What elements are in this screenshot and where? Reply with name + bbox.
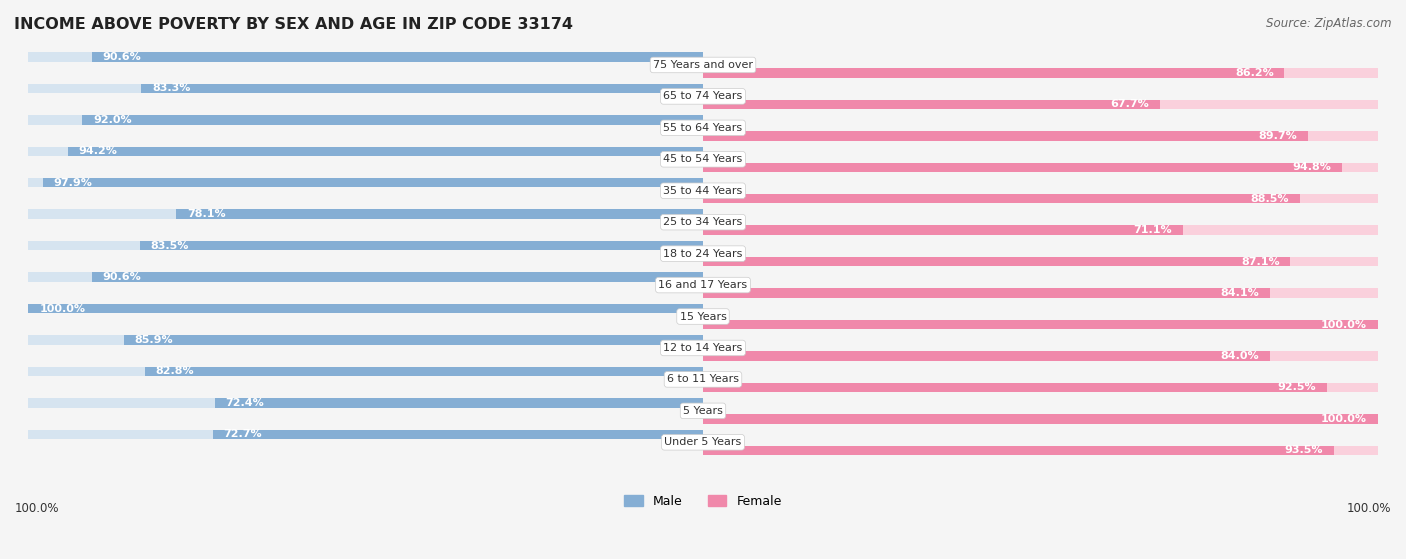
Bar	[28, 335, 703, 345]
Bar	[703, 68, 1285, 78]
Text: 90.6%: 90.6%	[103, 52, 142, 62]
Bar	[703, 257, 1291, 267]
Bar	[703, 100, 1378, 109]
Text: 35 to 44 Years: 35 to 44 Years	[664, 186, 742, 196]
Bar	[703, 68, 1378, 78]
Text: 100.0%: 100.0%	[1347, 502, 1391, 515]
Text: 94.2%: 94.2%	[79, 146, 117, 157]
Text: 55 to 64 Years: 55 to 64 Years	[664, 123, 742, 133]
Text: 87.1%: 87.1%	[1241, 257, 1279, 267]
Text: 100.0%: 100.0%	[1320, 414, 1367, 424]
Bar	[67, 146, 703, 156]
Text: 72.4%: 72.4%	[225, 398, 264, 408]
Bar	[703, 320, 1378, 329]
Bar	[124, 335, 703, 345]
Text: 72.7%: 72.7%	[224, 429, 262, 439]
Bar	[703, 257, 1378, 267]
Bar	[28, 367, 703, 376]
Bar	[703, 383, 1378, 392]
Bar	[703, 446, 1378, 455]
Text: 100.0%: 100.0%	[39, 304, 86, 314]
Text: 25 to 34 Years: 25 to 34 Years	[664, 217, 742, 227]
Bar	[28, 210, 703, 219]
Bar	[28, 398, 703, 408]
Bar	[139, 241, 703, 250]
Bar	[28, 84, 703, 93]
Text: 93.5%: 93.5%	[1284, 446, 1323, 456]
Bar	[91, 52, 703, 61]
Bar	[28, 115, 703, 125]
Bar	[703, 131, 1378, 140]
Text: 100.0%: 100.0%	[15, 502, 59, 515]
Bar	[83, 115, 703, 125]
Bar	[28, 304, 703, 313]
Bar	[703, 383, 1327, 392]
Text: 15 Years: 15 Years	[679, 311, 727, 321]
Text: 92.5%: 92.5%	[1278, 382, 1316, 392]
Text: 82.8%: 82.8%	[155, 366, 194, 376]
Text: 92.0%: 92.0%	[93, 115, 132, 125]
Text: 83.3%: 83.3%	[152, 83, 190, 93]
Text: 67.7%: 67.7%	[1111, 100, 1149, 110]
Bar	[703, 194, 1301, 203]
Text: 5 Years: 5 Years	[683, 406, 723, 416]
Text: 16 and 17 Years: 16 and 17 Years	[658, 280, 748, 290]
Bar	[703, 100, 1160, 109]
Bar	[91, 272, 703, 282]
Bar	[212, 429, 703, 439]
Bar	[703, 163, 1343, 172]
Bar	[703, 351, 1378, 361]
Bar	[145, 367, 703, 376]
Bar	[176, 210, 703, 219]
Text: 97.9%: 97.9%	[53, 178, 93, 188]
Text: 86.2%: 86.2%	[1234, 68, 1274, 78]
Bar	[28, 146, 703, 156]
Legend: Male, Female: Male, Female	[619, 490, 787, 513]
Text: 71.1%: 71.1%	[1133, 225, 1171, 235]
Bar	[703, 163, 1378, 172]
Text: INCOME ABOVE POVERTY BY SEX AND AGE IN ZIP CODE 33174: INCOME ABOVE POVERTY BY SEX AND AGE IN Z…	[14, 17, 574, 32]
Text: 83.5%: 83.5%	[150, 240, 188, 250]
Text: 85.9%: 85.9%	[135, 335, 173, 345]
Text: 12 to 14 Years: 12 to 14 Years	[664, 343, 742, 353]
Bar	[703, 320, 1378, 329]
Bar	[703, 414, 1378, 424]
Bar	[28, 178, 703, 187]
Text: 45 to 54 Years: 45 to 54 Years	[664, 154, 742, 164]
Bar	[28, 429, 703, 439]
Bar	[703, 288, 1270, 298]
Text: Source: ZipAtlas.com: Source: ZipAtlas.com	[1267, 17, 1392, 30]
Text: 84.1%: 84.1%	[1220, 288, 1260, 298]
Text: 94.8%: 94.8%	[1292, 162, 1331, 172]
Text: 18 to 24 Years: 18 to 24 Years	[664, 249, 742, 259]
Bar	[141, 84, 703, 93]
Bar	[703, 131, 1308, 140]
Bar	[28, 304, 703, 313]
Bar	[703, 194, 1378, 203]
Bar	[703, 225, 1182, 235]
Text: 78.1%: 78.1%	[187, 209, 225, 219]
Bar	[28, 52, 703, 61]
Bar	[28, 241, 703, 250]
Text: 90.6%: 90.6%	[103, 272, 142, 282]
Text: 75 Years and over: 75 Years and over	[652, 60, 754, 70]
Bar	[42, 178, 703, 187]
Bar	[703, 414, 1378, 424]
Text: Under 5 Years: Under 5 Years	[665, 437, 741, 447]
Text: 6 to 11 Years: 6 to 11 Years	[666, 375, 740, 385]
Text: 100.0%: 100.0%	[1320, 320, 1367, 330]
Text: 65 to 74 Years: 65 to 74 Years	[664, 92, 742, 101]
Text: 89.7%: 89.7%	[1258, 131, 1298, 141]
Bar	[703, 446, 1334, 455]
Bar	[703, 288, 1378, 298]
Text: 84.0%: 84.0%	[1220, 351, 1258, 361]
Bar	[28, 272, 703, 282]
Bar	[703, 351, 1270, 361]
Bar	[215, 398, 703, 408]
Text: 88.5%: 88.5%	[1251, 194, 1289, 204]
Bar	[703, 225, 1378, 235]
